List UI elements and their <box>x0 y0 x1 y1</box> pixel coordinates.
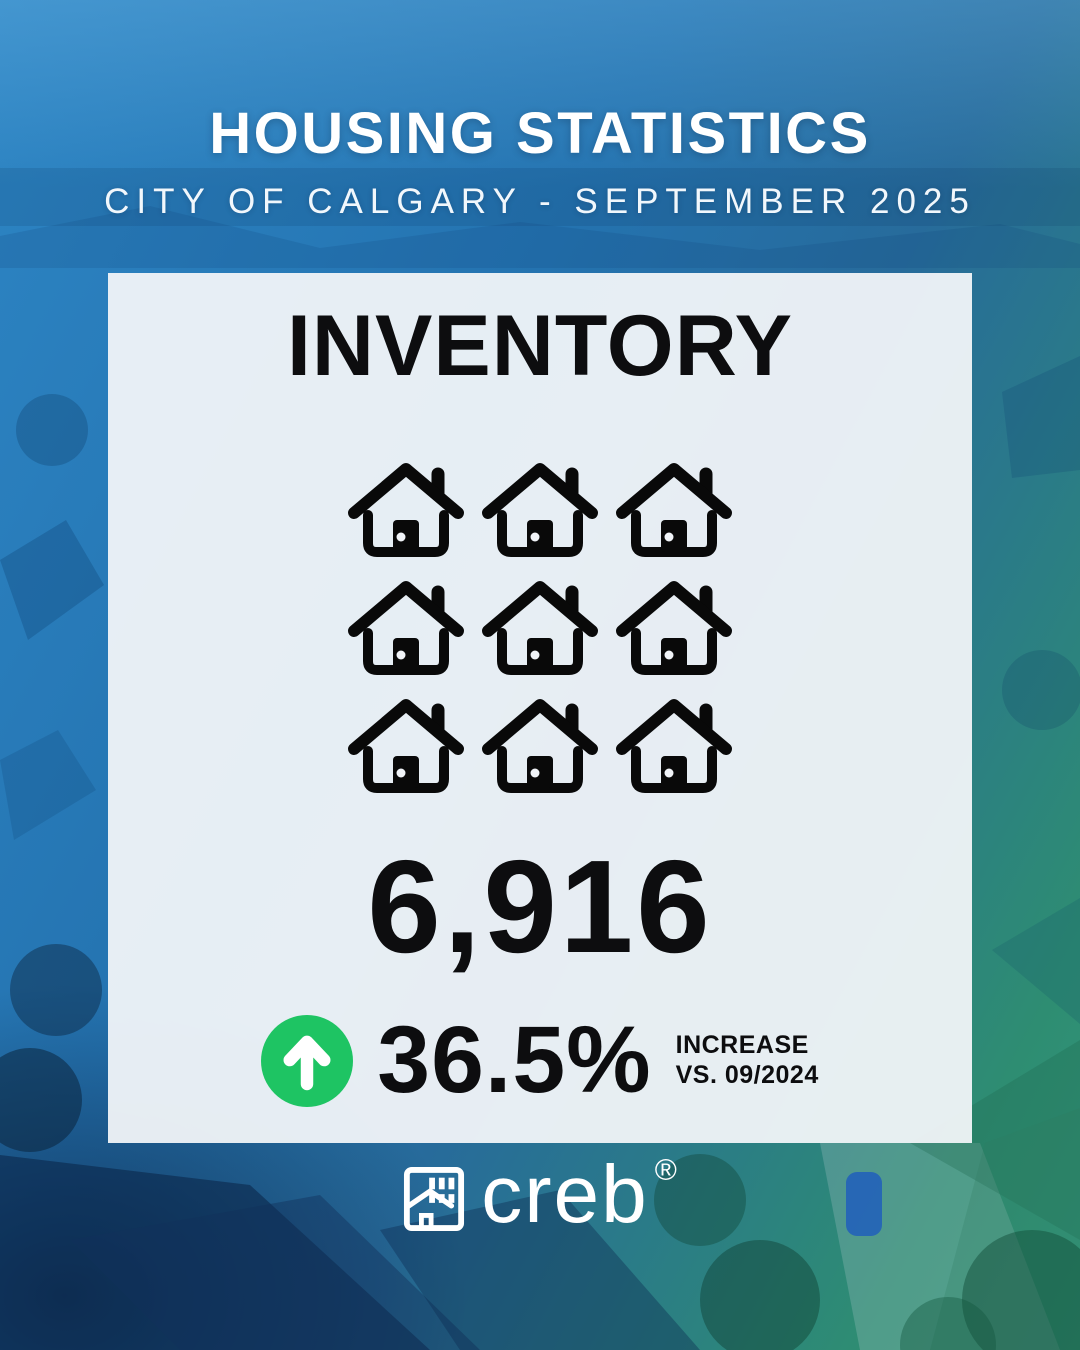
house-icon <box>344 693 468 797</box>
car-shape <box>846 1172 882 1236</box>
change-percent: 36.5% <box>377 1007 652 1114</box>
creb-logo: creb ® <box>0 1154 1080 1240</box>
house-icon <box>612 693 736 797</box>
house-icon-grid <box>344 457 736 797</box>
house-icon <box>478 457 602 561</box>
up-arrow-icon <box>261 1014 354 1107</box>
house-icon <box>612 457 736 561</box>
building-house-icon <box>403 1166 465 1232</box>
house-icon <box>344 575 468 679</box>
inventory-value: 6,916 <box>367 833 713 981</box>
house-icon <box>478 693 602 797</box>
card-heading: INVENTORY <box>287 298 793 394</box>
house-icon <box>344 457 468 561</box>
page-title: HOUSING STATISTICS <box>209 101 871 166</box>
change-note-line1: INCREASE <box>675 1031 809 1060</box>
page-subtitle: CITY OF CALGARY - SEPTEMBER 2025 <box>104 181 976 221</box>
registered-trademark-icon: ® <box>654 1154 677 1187</box>
change-row: 36.5% INCREASE VS. 09/2024 <box>261 1013 819 1108</box>
house-icon <box>478 575 602 679</box>
creb-logo-text: creb <box>481 1149 649 1240</box>
stat-card: INVENTORY <box>108 273 972 1143</box>
change-note-line2: VS. 09/2024 <box>675 1060 819 1089</box>
header: HOUSING STATISTICS CITY OF CALGARY - SEP… <box>0 101 1080 221</box>
change-note: INCREASE VS. 09/2024 <box>676 1031 819 1090</box>
house-icon <box>612 575 736 679</box>
